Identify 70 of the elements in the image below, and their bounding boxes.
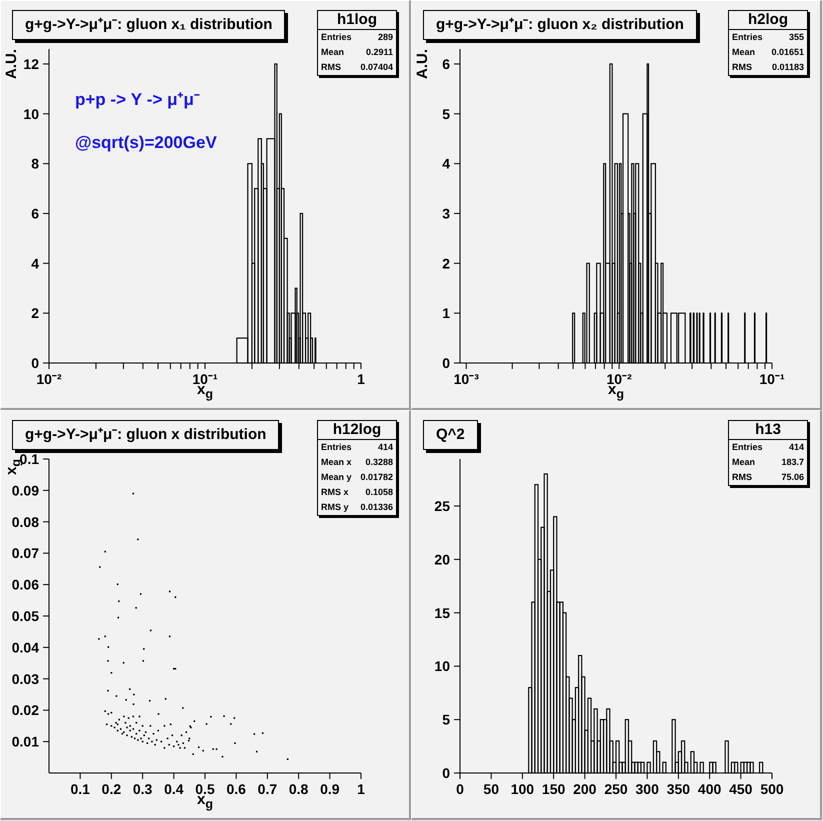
- annotation: p+p -> Υ -> μ⁺μ⁻: [75, 89, 200, 110]
- x-tick-label: 300: [636, 781, 660, 797]
- y-tick-label: 5: [442, 106, 450, 122]
- chart-title: g+g->Υ->μ⁺μ⁻: gluon x₂ distribution: [436, 16, 684, 33]
- x-tick-label: 0.2: [102, 781, 122, 797]
- x-tick-label: 250: [604, 781, 628, 797]
- y-tick-label: 6: [442, 56, 450, 72]
- y-tick-label: 0.06: [12, 576, 40, 593]
- y-tick-label: 10: [23, 106, 40, 122]
- x-tick-label: 0.4: [164, 781, 184, 797]
- y-tick-label: 4: [31, 255, 40, 272]
- y-tick-label: 0.08: [12, 514, 40, 530]
- title-box: g+g->Υ->μ⁺μ⁻: gluon x distribution: [12, 420, 280, 450]
- x-tick-label: 10⁻³: [454, 371, 480, 387]
- title-box: g+g->Υ->μ⁺μ⁻: gluon x₁ distribution: [12, 10, 286, 40]
- x-tick-label: 200: [573, 781, 597, 797]
- x-tick-label: 0: [456, 781, 464, 797]
- y-tick-label: 0.04: [12, 639, 40, 656]
- x-tick-label: 400: [698, 781, 722, 797]
- stats-box: h13 Entries 414 Mean 183.7 RMS 75.06: [728, 420, 808, 486]
- y-tick-label: 0: [442, 355, 450, 372]
- y-axis-title: A.U.: [414, 49, 431, 79]
- chart-title: g+g->Υ->μ⁺μ⁻: gluon x₁ distribution: [25, 16, 272, 33]
- y-tick-label: 25: [434, 498, 450, 514]
- x-tick-label: 0.1: [70, 781, 90, 797]
- x-tick-label: 0.6: [226, 781, 246, 797]
- y-tick-label: 1: [442, 305, 450, 322]
- y-tick-label: 10: [434, 658, 450, 674]
- y-tick-label: 0: [442, 765, 450, 782]
- y-tick-label: 5: [442, 712, 450, 728]
- x-tick-label: 10⁻¹: [759, 371, 785, 387]
- y-tick-label: 8: [31, 156, 40, 172]
- stats-box: h1log Entries 289 Mean 0.2911 RMS 0.07404: [317, 10, 397, 76]
- annotation: @sqrt(s)=200GeV: [75, 133, 217, 153]
- x-tick-label: 500: [760, 781, 784, 797]
- y-tick-label: 0.05: [12, 608, 40, 624]
- stats-box: h12log Entries 414 Mean x 0.3288 Mean y 0.01782 RMS x 0.1058 RMS y 0.01336: [317, 420, 397, 516]
- x-tick-label: 0.9: [320, 781, 340, 797]
- chart-title: g+g->Υ->μ⁺μ⁻: gluon x distribution: [25, 426, 266, 443]
- x-tick-label: 450: [729, 781, 753, 797]
- stats-box: h2log Entries 355 Mean 0.01651 RMS 0.01183: [728, 10, 808, 76]
- annotation: Mean y 0.01782: [321, 471, 393, 484]
- x-tick-label: 350: [666, 781, 690, 797]
- y-tick-label: 0.09: [12, 482, 40, 498]
- y-tick-label: 0.07: [12, 545, 40, 562]
- y-tick-label: 0: [31, 355, 40, 372]
- y-tick-label: 3: [442, 206, 450, 222]
- x-tick-label: 1: [357, 781, 366, 797]
- y-tick-label: 0.03: [12, 670, 40, 687]
- y-tick-label: 0.01: [12, 734, 40, 750]
- x-tick-label: 150: [542, 781, 566, 797]
- title-box: Q^2: [423, 420, 478, 450]
- x-tick-label: 0.8: [288, 781, 309, 797]
- x-tick-label: 10⁻²: [36, 371, 62, 387]
- chart-title: Q^2: [436, 426, 465, 443]
- y-tick-label: 6: [31, 206, 40, 222]
- x-tick-label: 0.3: [132, 781, 153, 797]
- y-tick-label: 4: [442, 156, 450, 172]
- title-box: g+g->Υ->μ⁺μ⁻: gluon x₂ distribution: [423, 10, 697, 40]
- y-tick-label: 2: [31, 305, 40, 322]
- x-tick-label: 0.7: [258, 781, 278, 797]
- x-tick-label: 50: [483, 781, 500, 797]
- x-tick-label: 100: [510, 781, 534, 797]
- y-tick-label: 0.02: [12, 702, 40, 718]
- y-tick-label: 20: [434, 551, 450, 568]
- x-tick-label: 1: [357, 371, 366, 387]
- y-tick-label: 2: [442, 255, 450, 272]
- y-axis-title: A.U.: [3, 49, 20, 79]
- y-tick-label: 12: [23, 56, 40, 72]
- y-tick-label: 15: [434, 604, 450, 621]
